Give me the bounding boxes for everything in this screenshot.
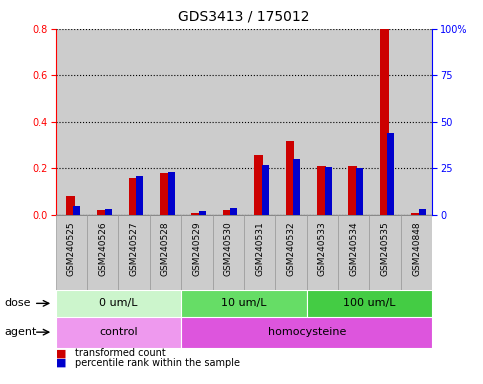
- Text: GDS3413 / 175012: GDS3413 / 175012: [178, 9, 310, 23]
- Bar: [181, 317, 432, 348]
- Text: dose: dose: [5, 298, 31, 308]
- Bar: [338, 29, 369, 215]
- Text: GSM240531: GSM240531: [255, 221, 264, 276]
- Bar: [338, 215, 369, 290]
- Text: GSM240532: GSM240532: [286, 221, 296, 276]
- Bar: [56, 29, 87, 215]
- Bar: [199, 211, 206, 215]
- Bar: [317, 166, 326, 215]
- Bar: [387, 133, 394, 215]
- Text: GSM240529: GSM240529: [192, 221, 201, 276]
- Text: GSM240534: GSM240534: [349, 221, 358, 276]
- Bar: [244, 215, 275, 290]
- Bar: [223, 210, 232, 215]
- Bar: [285, 141, 295, 215]
- Bar: [97, 210, 106, 215]
- Bar: [66, 197, 75, 215]
- Bar: [181, 29, 213, 215]
- Bar: [181, 215, 213, 290]
- Bar: [244, 29, 275, 215]
- Bar: [56, 290, 181, 317]
- Bar: [419, 209, 426, 215]
- Bar: [411, 213, 420, 215]
- Text: GSM240525: GSM240525: [67, 221, 76, 276]
- Text: GSM240528: GSM240528: [161, 221, 170, 276]
- Bar: [118, 215, 150, 290]
- Bar: [348, 166, 357, 215]
- Bar: [105, 209, 112, 215]
- Bar: [136, 176, 143, 215]
- Bar: [181, 290, 307, 317]
- Bar: [380, 29, 389, 215]
- Bar: [356, 169, 363, 215]
- Bar: [307, 290, 432, 317]
- Text: 10 um/L: 10 um/L: [221, 298, 267, 308]
- Text: 0 um/L: 0 um/L: [99, 298, 138, 308]
- Bar: [275, 215, 307, 290]
- Bar: [275, 29, 307, 215]
- Bar: [150, 215, 181, 290]
- Text: ■: ■: [56, 358, 66, 368]
- Text: ■: ■: [56, 348, 66, 358]
- Bar: [369, 29, 401, 215]
- Bar: [293, 159, 300, 215]
- Bar: [87, 215, 118, 290]
- Bar: [56, 215, 87, 290]
- Text: GSM240530: GSM240530: [224, 221, 233, 276]
- Text: agent: agent: [5, 327, 37, 337]
- Bar: [160, 173, 169, 215]
- Bar: [56, 317, 181, 348]
- Text: GSM240533: GSM240533: [318, 221, 327, 276]
- Text: percentile rank within the sample: percentile rank within the sample: [75, 358, 240, 368]
- Bar: [87, 29, 118, 215]
- Text: 100 um/L: 100 um/L: [343, 298, 396, 308]
- Bar: [213, 215, 244, 290]
- Text: transformed count: transformed count: [75, 348, 166, 358]
- Bar: [307, 215, 338, 290]
- Bar: [325, 167, 331, 215]
- Text: control: control: [99, 327, 138, 337]
- Text: GSM240526: GSM240526: [98, 221, 107, 276]
- Bar: [369, 215, 401, 290]
- Text: GSM240848: GSM240848: [412, 221, 421, 276]
- Bar: [307, 29, 338, 215]
- Bar: [118, 29, 150, 215]
- Bar: [401, 29, 432, 215]
- Bar: [128, 178, 138, 215]
- Bar: [150, 29, 181, 215]
- Text: GSM240535: GSM240535: [381, 221, 390, 276]
- Bar: [401, 215, 432, 290]
- Bar: [213, 29, 244, 215]
- Text: GSM240527: GSM240527: [129, 221, 139, 276]
- Bar: [254, 154, 263, 215]
- Bar: [230, 208, 237, 215]
- Bar: [73, 206, 80, 215]
- Bar: [191, 213, 200, 215]
- Text: homocysteine: homocysteine: [268, 327, 346, 337]
- Bar: [262, 165, 269, 215]
- Bar: [168, 172, 174, 215]
